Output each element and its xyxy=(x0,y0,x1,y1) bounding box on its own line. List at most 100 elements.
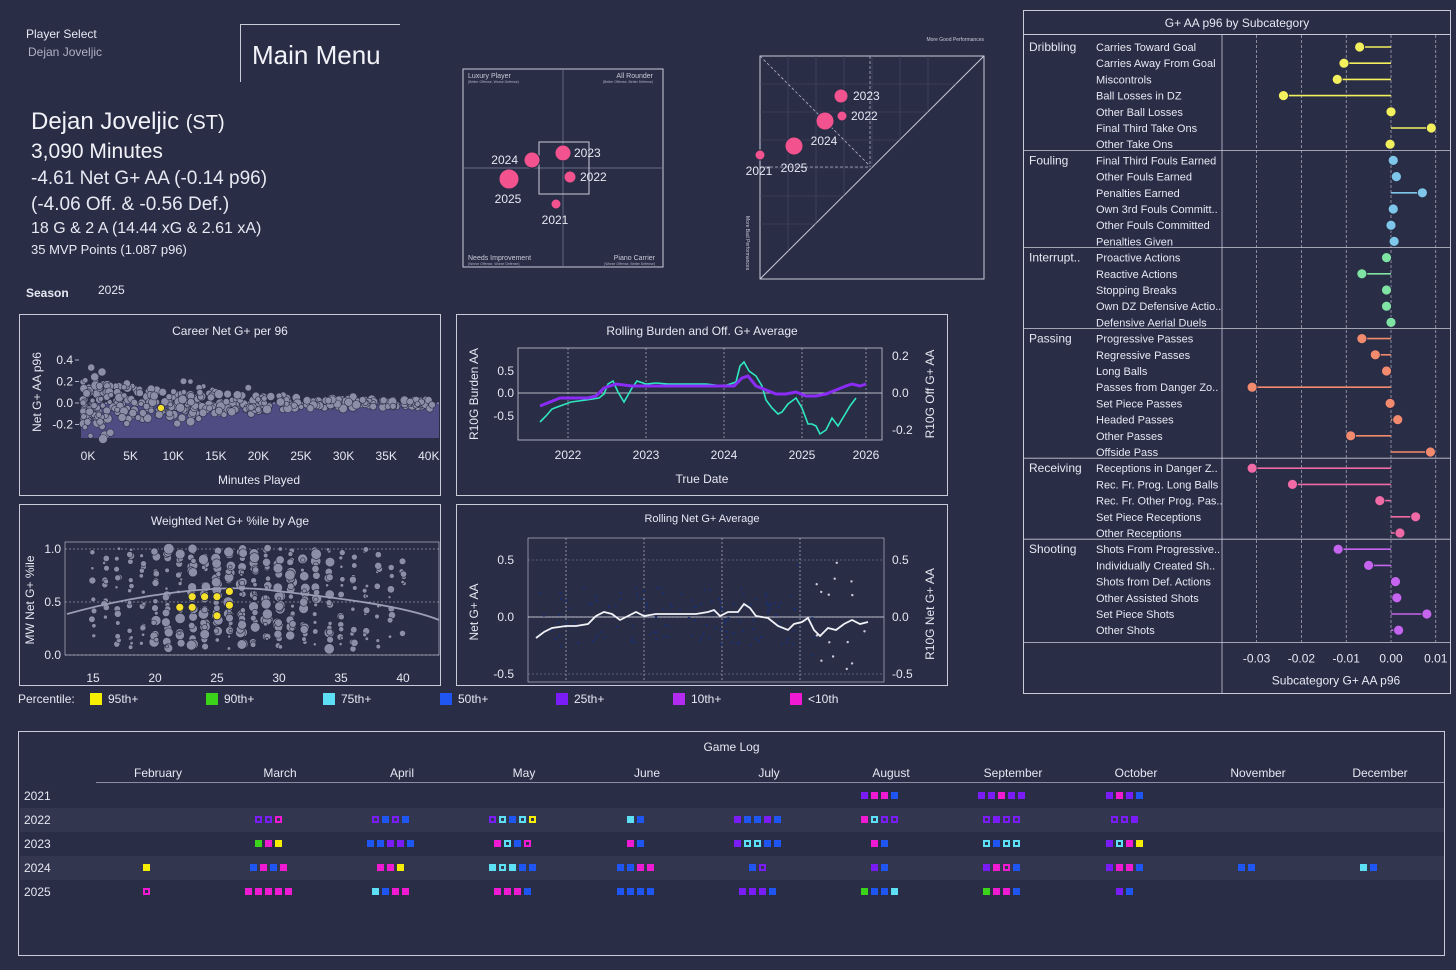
game-log-match[interactable] xyxy=(524,840,531,847)
game-log-match[interactable] xyxy=(637,816,644,823)
game-log-match[interactable] xyxy=(1003,888,1010,895)
game-log-match[interactable] xyxy=(871,816,878,823)
game-log-match[interactable] xyxy=(1248,864,1255,871)
game-log-match[interactable] xyxy=(744,840,751,847)
game-log-match[interactable] xyxy=(891,816,898,823)
game-log-match[interactable] xyxy=(1106,864,1113,871)
game-log-match[interactable] xyxy=(255,840,262,847)
game-log-match[interactable] xyxy=(529,816,536,823)
game-log-match[interactable] xyxy=(759,888,766,895)
game-log-match[interactable] xyxy=(637,840,644,847)
game-log-match[interactable] xyxy=(993,840,1000,847)
main-menu-button[interactable]: Main Menu xyxy=(240,24,400,82)
game-log-match[interactable] xyxy=(143,888,150,895)
game-log-match[interactable] xyxy=(509,864,516,871)
game-log-match[interactable] xyxy=(1116,888,1123,895)
game-log-match[interactable] xyxy=(397,840,404,847)
game-log-match[interactable] xyxy=(265,816,272,823)
game-log-match[interactable] xyxy=(861,816,868,823)
game-log-match[interactable] xyxy=(881,816,888,823)
game-log-match[interactable] xyxy=(1003,840,1010,847)
game-log-match[interactable] xyxy=(739,888,746,895)
game-log-match[interactable] xyxy=(993,888,1000,895)
season-selector[interactable]: 2025 xyxy=(98,283,125,297)
game-log-match[interactable] xyxy=(514,888,521,895)
game-log-match[interactable] xyxy=(529,864,536,871)
game-log-match[interactable] xyxy=(1370,864,1377,871)
game-log-match[interactable] xyxy=(647,888,654,895)
game-log-match[interactable] xyxy=(627,816,634,823)
game-log-match[interactable] xyxy=(617,864,624,871)
game-log-match[interactable] xyxy=(275,840,282,847)
game-log-match[interactable] xyxy=(504,840,511,847)
game-log-match[interactable] xyxy=(764,840,771,847)
game-log-match[interactable] xyxy=(245,888,252,895)
game-log-match[interactable] xyxy=(627,840,634,847)
game-log-match[interactable] xyxy=(509,816,516,823)
game-log-match[interactable] xyxy=(265,888,272,895)
game-log-match[interactable] xyxy=(270,864,277,871)
game-log-match[interactable] xyxy=(871,864,878,871)
game-log-match[interactable] xyxy=(275,888,282,895)
game-log-match[interactable] xyxy=(637,864,644,871)
game-log-match[interactable] xyxy=(978,792,985,799)
game-log-match[interactable] xyxy=(1008,792,1015,799)
game-log-match[interactable] xyxy=(993,816,1000,823)
game-log-match[interactable] xyxy=(392,888,399,895)
game-log-match[interactable] xyxy=(1013,888,1020,895)
game-log-match[interactable] xyxy=(407,840,414,847)
game-log-match[interactable] xyxy=(275,816,282,823)
game-log-match[interactable] xyxy=(372,816,379,823)
game-log-match[interactable] xyxy=(983,888,990,895)
game-log-match[interactable] xyxy=(754,840,761,847)
game-log-match[interactable] xyxy=(1116,864,1123,871)
game-log-match[interactable] xyxy=(1136,864,1143,871)
game-log-match[interactable] xyxy=(1111,816,1118,823)
game-log-match[interactable] xyxy=(402,888,409,895)
game-log-match[interactable] xyxy=(774,816,781,823)
game-log-match[interactable] xyxy=(774,840,781,847)
game-log-match[interactable] xyxy=(744,816,751,823)
game-log-match[interactable] xyxy=(285,888,292,895)
game-log-match[interactable] xyxy=(255,816,262,823)
game-log-match[interactable] xyxy=(255,888,262,895)
game-log-match[interactable] xyxy=(871,792,878,799)
game-log-match[interactable] xyxy=(1126,888,1133,895)
game-log-match[interactable] xyxy=(377,864,384,871)
game-log-match[interactable] xyxy=(647,864,654,871)
game-log-match[interactable] xyxy=(1003,816,1010,823)
game-log-match[interactable] xyxy=(382,816,389,823)
game-log-match[interactable] xyxy=(734,816,741,823)
game-log-match[interactable] xyxy=(1136,840,1143,847)
game-log-match[interactable] xyxy=(1121,816,1128,823)
game-log-match[interactable] xyxy=(881,864,888,871)
game-log-match[interactable] xyxy=(891,888,898,895)
game-log-match[interactable] xyxy=(387,840,394,847)
game-log-match[interactable] xyxy=(754,816,761,823)
game-log-match[interactable] xyxy=(993,864,1000,871)
game-log-match[interactable] xyxy=(1018,792,1025,799)
game-log-match[interactable] xyxy=(1116,792,1123,799)
game-log-match[interactable] xyxy=(494,840,501,847)
game-log-match[interactable] xyxy=(983,816,990,823)
game-log-match[interactable] xyxy=(514,840,521,847)
game-log-match[interactable] xyxy=(260,864,267,871)
game-log-match[interactable] xyxy=(769,888,776,895)
game-log-match[interactable] xyxy=(861,888,868,895)
game-log-match[interactable] xyxy=(881,840,888,847)
game-log-match[interactable] xyxy=(881,792,888,799)
game-log-match[interactable] xyxy=(1126,840,1133,847)
player-select-dropdown[interactable]: Dejan Joveljic xyxy=(28,45,103,59)
game-log-match[interactable] xyxy=(759,864,766,871)
game-log-match[interactable] xyxy=(1238,864,1245,871)
game-log-match[interactable] xyxy=(499,864,506,871)
game-log-match[interactable] xyxy=(988,792,995,799)
game-log-match[interactable] xyxy=(372,888,379,895)
game-log-match[interactable] xyxy=(891,792,898,799)
game-log-match[interactable] xyxy=(998,792,1005,799)
game-log-match[interactable] xyxy=(519,864,526,871)
game-log-match[interactable] xyxy=(749,888,756,895)
game-log-match[interactable] xyxy=(499,816,506,823)
game-log-match[interactable] xyxy=(764,816,771,823)
game-log-match[interactable] xyxy=(382,888,389,895)
